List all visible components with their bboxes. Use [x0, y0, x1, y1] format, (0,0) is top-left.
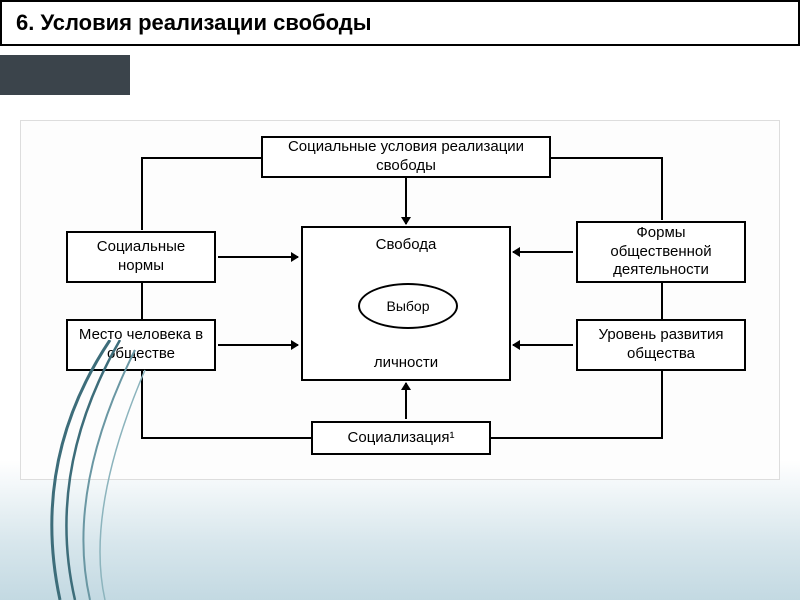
center-bottom-label: личности: [303, 354, 509, 371]
line-right-gap: [661, 283, 663, 319]
node-left1-label: Социальные нормы: [74, 238, 208, 276]
line-top-right-v: [661, 157, 663, 220]
line-top-right-h: [551, 157, 663, 159]
node-right2: Уровень развития общества: [576, 319, 746, 371]
line-left-gap: [141, 283, 143, 319]
arrow-bottom-center: [405, 383, 407, 419]
decorative-curves: [20, 340, 200, 600]
line-top-left-h: [141, 157, 261, 159]
ellipse-label: Выбор: [387, 298, 430, 314]
node-top-label: Социальные условия реализации свободы: [269, 138, 543, 176]
node-bottom: Социализация¹: [311, 421, 491, 455]
node-bottom-label: Социализация¹: [348, 429, 455, 448]
node-right1-label: Формы общественной деятельности: [584, 224, 738, 280]
arrow-left1-center: [218, 256, 298, 258]
line-bot-right-v: [661, 371, 663, 438]
node-right1: Формы общественной деятельности: [576, 221, 746, 283]
title-text: 6. Условия реализации свободы: [16, 10, 372, 35]
arrow-top-center: [405, 178, 407, 224]
node-top: Социальные условия реализации свободы: [261, 136, 551, 178]
arrow-right1-center: [513, 251, 573, 253]
arrow-right2-center: [513, 344, 573, 346]
node-right2-label: Уровень развития общества: [584, 326, 738, 364]
page-title: 6. Условия реализации свободы: [0, 0, 800, 46]
line-bot-right-h: [491, 437, 663, 439]
accent-bar: [0, 55, 130, 95]
center-top-label: Свобода: [303, 236, 509, 253]
node-left1: Социальные нормы: [66, 231, 216, 283]
node-ellipse: Выбор: [358, 283, 458, 329]
node-center: Свобода Выбор личности: [301, 226, 511, 381]
line-top-left-v: [141, 157, 143, 230]
arrow-left2-center: [218, 344, 298, 346]
